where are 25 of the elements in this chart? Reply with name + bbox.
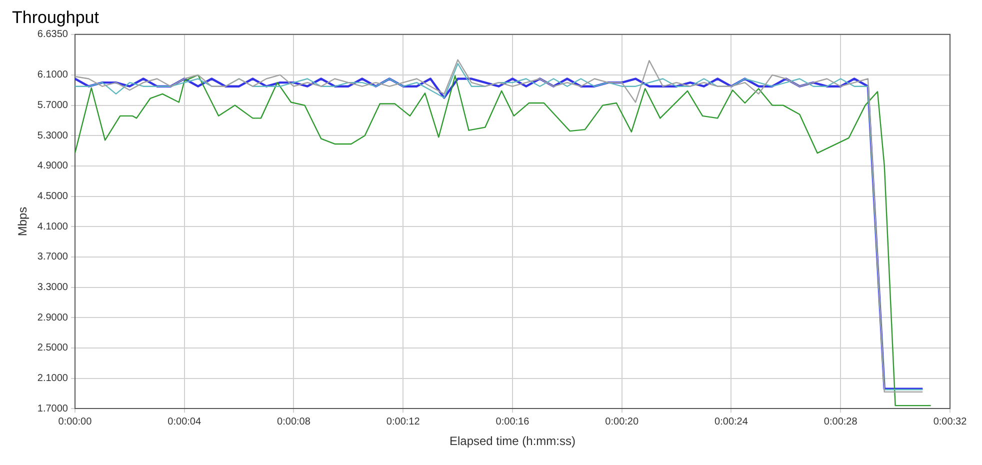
x-tick-label: 0:00:12 <box>386 416 420 428</box>
x-tick-label: 0:00:20 <box>605 416 639 428</box>
x-tick-label: 0:00:24 <box>714 416 748 428</box>
y-tick-label: 4.5000 <box>37 191 68 202</box>
y-tick-label: 4.1000 <box>37 221 68 232</box>
y-tick-label: 1.7000 <box>37 403 68 414</box>
y-tick-label: 2.1000 <box>37 373 68 384</box>
y-tick-label: 3.3000 <box>37 282 68 294</box>
x-tick-label: 0:00:00 <box>58 416 92 428</box>
x-tick-label: 0:00:32 <box>933 416 968 428</box>
y-tick-label: 3.7000 <box>37 252 68 263</box>
y-tick-label: 5.7000 <box>37 100 68 112</box>
y-tick-label: 2.9000 <box>37 312 68 324</box>
y-axis-title: Mbps <box>16 206 30 236</box>
x-tick-label: 0:00:16 <box>496 416 530 428</box>
chart-title: Throughput <box>12 8 100 27</box>
y-tick-label: 5.3000 <box>37 130 68 142</box>
y-tick-label: 6.6350 <box>37 29 68 40</box>
x-tick-label: 0:00:28 <box>824 416 858 428</box>
y-tick-label: 4.9000 <box>37 160 68 172</box>
y-tick-label: 2.5000 <box>37 342 68 354</box>
y-tick-label: 6.1000 <box>37 70 68 81</box>
x-axis-title: Elapsed time (h:mm:ss) <box>449 434 576 448</box>
x-tick-label: 0:00:04 <box>168 416 202 428</box>
x-tick-label: 0:00:08 <box>277 416 311 428</box>
